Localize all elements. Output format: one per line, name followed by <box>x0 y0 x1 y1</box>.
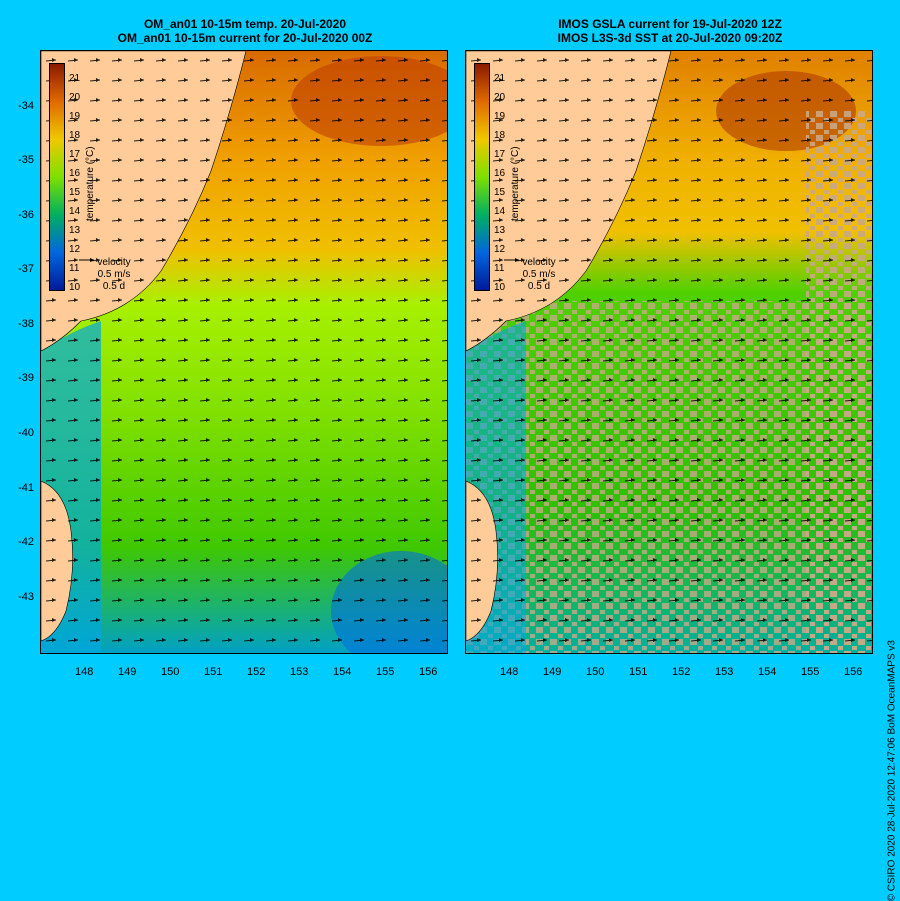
left-cb-label-18: 18 <box>69 130 81 141</box>
lon-tick: 153 <box>290 666 309 678</box>
right-title-line1: IMOS GSLA current for 19-Jul-2020 12Z <box>558 17 782 31</box>
left-velocity-duration: 0.5 d <box>102 281 126 292</box>
right-cb-label-10: 10 <box>494 282 506 293</box>
right-velocity-speed: 0.5 m/s <box>522 269 556 280</box>
lon-tick: 149 <box>543 666 562 678</box>
lon-tick: 154 <box>333 666 352 678</box>
lon-tick: 154 <box>758 666 777 678</box>
right-cb-label-16: 16 <box>494 168 506 179</box>
left-map[interactable]: temperature (°C) 21 20 19 18 17 16 15 14… <box>40 50 448 654</box>
right-cb-label-18: 18 <box>494 130 506 141</box>
left-velocity-speed: 0.5 m/s <box>97 269 131 280</box>
lon-tick: 153 <box>715 666 734 678</box>
lat-tick: -37 <box>18 263 34 275</box>
lon-tick: 148 <box>500 666 519 678</box>
left-velocity-label: velocity <box>97 257 131 268</box>
lon-tick: 155 <box>801 666 820 678</box>
lon-tick: 150 <box>161 666 180 678</box>
left-title-line2: OM_an01 10-15m current for 20-Jul-2020 0… <box>117 31 373 45</box>
right-cb-label-19: 19 <box>494 111 506 122</box>
left-cb-label-14: 14 <box>69 206 81 217</box>
left-map-canvas <box>41 51 447 653</box>
right-cb-label-11: 11 <box>494 263 505 274</box>
left-cb-label-16: 16 <box>69 168 81 179</box>
left-title: OM_an01 10-15m temp. 20-Jul-2020 OM_an01… <box>40 17 450 45</box>
lat-tick: -38 <box>18 318 34 330</box>
lat-tick: -34 <box>18 100 34 112</box>
lon-tick: 156 <box>419 666 438 678</box>
right-cb-label-15: 15 <box>494 187 506 198</box>
lon-tick: 151 <box>204 666 223 678</box>
lon-tick: 156 <box>844 666 863 678</box>
right-cb-label-20: 20 <box>494 92 506 103</box>
right-velocity-duration: 0.5 d <box>527 281 551 292</box>
right-colorbar <box>474 63 490 291</box>
right-map[interactable]: temperature (°C) 21 20 19 18 17 16 15 14… <box>465 50 873 654</box>
left-colorbar <box>49 63 65 291</box>
lat-tick: -43 <box>18 591 34 603</box>
left-cb-label-20: 20 <box>69 92 81 103</box>
lat-tick: -41 <box>18 482 34 494</box>
lat-tick: -39 <box>18 372 34 384</box>
left-title-line1: OM_an01 10-15m temp. 20-Jul-2020 <box>143 17 347 31</box>
left-cb-label-17: 17 <box>69 149 81 160</box>
left-velocity-arrow-icon <box>79 258 94 262</box>
right-title-line2: IMOS L3S-3d SST at 20-Jul-2020 09:20Z <box>557 31 783 45</box>
lon-tick: 152 <box>672 666 691 678</box>
lon-tick: 152 <box>247 666 266 678</box>
lat-tick: -36 <box>18 209 34 221</box>
left-cb-label-19: 19 <box>69 111 81 122</box>
left-colorbar-title: temperature (°C) <box>85 146 96 221</box>
right-cb-label-13: 13 <box>494 225 506 236</box>
right-colorbar-title: temperature (°C) <box>510 146 521 221</box>
lat-tick: -42 <box>18 536 34 548</box>
right-cb-label-12: 12 <box>494 244 506 255</box>
lon-tick: 150 <box>586 666 605 678</box>
right-map-canvas <box>466 51 872 653</box>
lon-tick: 149 <box>118 666 137 678</box>
lat-tick: -35 <box>18 154 34 166</box>
left-cb-label-10: 10 <box>69 282 81 293</box>
right-cb-label-17: 17 <box>494 149 506 160</box>
left-cb-label-13: 13 <box>69 225 81 236</box>
right-velocity-legend: velocity 0.5 m/s 0.5 d <box>504 257 574 293</box>
right-title: IMOS GSLA current for 19-Jul-2020 12Z IM… <box>465 17 875 45</box>
lon-tick: 155 <box>376 666 395 678</box>
right-cb-label-21: 21 <box>494 73 506 84</box>
lon-tick: 151 <box>629 666 648 678</box>
right-cb-label-14: 14 <box>494 206 506 217</box>
left-cb-label-11: 11 <box>69 263 80 274</box>
credit-text: © CSIRO 2020 28-Jul-2020 12:47:06 BoM Oc… <box>886 640 897 901</box>
left-velocity-legend: velocity 0.5 m/s 0.5 d <box>79 257 149 293</box>
lon-tick: 148 <box>75 666 94 678</box>
right-velocity-label: velocity <box>522 257 556 268</box>
lat-tick: -40 <box>18 427 34 439</box>
right-velocity-arrow-icon <box>504 258 519 262</box>
left-cb-label-12: 12 <box>69 244 81 255</box>
left-cb-label-15: 15 <box>69 187 81 198</box>
left-cb-label-21: 21 <box>69 73 81 84</box>
